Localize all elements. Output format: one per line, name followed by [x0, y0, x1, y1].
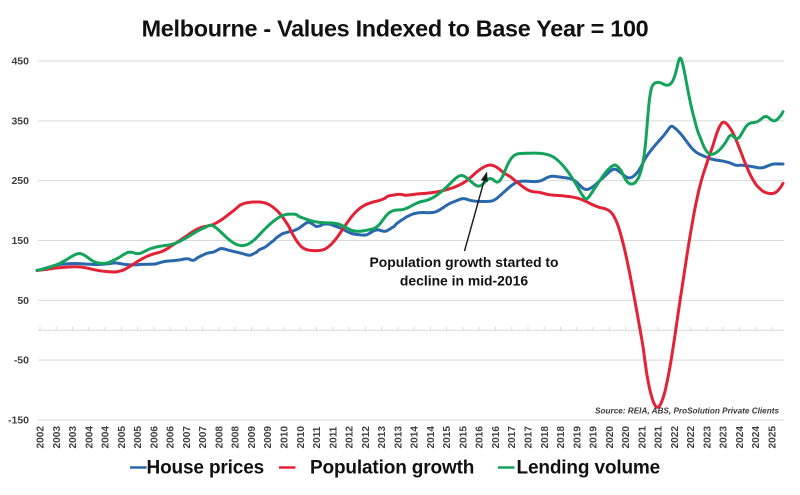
svg-text:2003: 2003 [52, 426, 63, 449]
svg-text:2017: 2017 [507, 426, 518, 449]
svg-text:Population growth started to: Population growth started to [369, 254, 558, 270]
svg-text:2020: 2020 [605, 426, 616, 449]
svg-text:2008: 2008 [214, 426, 225, 449]
svg-text:2010: 2010 [296, 426, 307, 449]
svg-text:2008: 2008 [231, 426, 242, 449]
svg-text:2021: 2021 [637, 426, 648, 449]
svg-text:2011: 2011 [312, 426, 323, 448]
svg-text:decline in mid-2016: decline in mid-2016 [400, 273, 528, 289]
svg-text:2014: 2014 [410, 426, 421, 449]
svg-text:2007: 2007 [198, 426, 209, 449]
svg-text:2019: 2019 [589, 426, 600, 449]
svg-text:2024: 2024 [735, 426, 746, 449]
svg-text:Melbourne - Values Indexed to: Melbourne - Values Indexed to Base Year … [142, 16, 649, 42]
svg-text:-150: -150 [8, 415, 29, 427]
svg-text:2016: 2016 [475, 426, 486, 449]
svg-text:2007: 2007 [182, 426, 193, 449]
svg-text:Lending volume: Lending volume [517, 458, 661, 479]
svg-text:2015: 2015 [458, 426, 469, 449]
svg-text:250: 250 [11, 175, 29, 187]
svg-text:2025: 2025 [767, 426, 778, 449]
svg-text:2012: 2012 [345, 426, 356, 449]
svg-text:2018: 2018 [556, 426, 567, 449]
svg-text:2004: 2004 [84, 426, 95, 449]
svg-text:2013: 2013 [393, 426, 404, 449]
svg-text:House prices: House prices [147, 458, 265, 479]
svg-text:2023: 2023 [702, 426, 713, 449]
svg-text:2009: 2009 [247, 426, 258, 449]
svg-text:50: 50 [17, 295, 29, 307]
svg-text:450: 450 [11, 56, 29, 68]
svg-text:2016: 2016 [491, 426, 502, 449]
svg-text:2019: 2019 [572, 426, 583, 449]
svg-text:2018: 2018 [540, 426, 551, 449]
svg-text:2002: 2002 [36, 426, 47, 449]
svg-text:350: 350 [11, 115, 29, 127]
svg-text:2004: 2004 [101, 426, 112, 449]
svg-text:2005: 2005 [133, 426, 144, 449]
svg-text:2017: 2017 [523, 426, 534, 449]
svg-text:2015: 2015 [442, 426, 453, 449]
svg-text:2010: 2010 [279, 426, 290, 449]
svg-text:2023: 2023 [719, 426, 730, 449]
svg-text:-50: -50 [14, 355, 29, 367]
svg-text:2014: 2014 [426, 426, 437, 449]
svg-text:2011: 2011 [328, 426, 339, 448]
svg-text:2012: 2012 [361, 426, 372, 449]
svg-text:2006: 2006 [149, 426, 160, 449]
svg-text:2005: 2005 [117, 426, 128, 449]
svg-text:2022: 2022 [686, 426, 697, 449]
svg-text:2009: 2009 [263, 426, 274, 449]
svg-text:2003: 2003 [68, 426, 79, 449]
svg-text:2022: 2022 [670, 426, 681, 449]
svg-text:2020: 2020 [621, 426, 632, 449]
svg-text:Population growth: Population growth [310, 458, 474, 479]
svg-text:2024: 2024 [751, 426, 762, 449]
svg-text:2021: 2021 [654, 426, 665, 449]
svg-text:2013: 2013 [377, 426, 388, 449]
svg-text:150: 150 [11, 235, 29, 247]
svg-text:2006: 2006 [166, 426, 177, 449]
svg-text:Source: REIA, ABS, ProSolution: Source: REIA, ABS, ProSolution Private C… [595, 407, 779, 416]
